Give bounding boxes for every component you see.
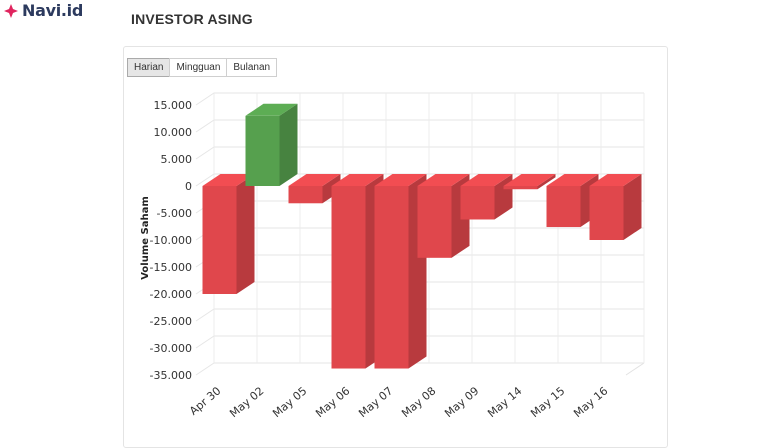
x-tick-label: May 16 bbox=[571, 384, 610, 420]
y-tick-label: -5.000 bbox=[157, 207, 192, 220]
bar-side bbox=[623, 174, 642, 240]
bar-top bbox=[245, 103, 298, 116]
bar[interactable] bbox=[374, 174, 427, 369]
page-title: INVESTOR ASING bbox=[131, 11, 253, 27]
bar-front bbox=[503, 186, 538, 190]
investor-bar-chart: 15.000 10.000 5.000 0 -5.000 -10.000 -15.000 -2… bbox=[140, 92, 645, 420]
bar-top bbox=[331, 174, 384, 186]
y-tick-label: -35.000 bbox=[150, 369, 192, 382]
gridline bbox=[195, 362, 644, 376]
bar-front bbox=[202, 186, 237, 294]
bar-top bbox=[417, 174, 470, 186]
axis-depth-line bbox=[625, 362, 645, 376]
y-tick-label: 5.000 bbox=[161, 153, 193, 166]
bar-front bbox=[546, 186, 581, 228]
period-tabs: Harian Mingguan Bulanan bbox=[127, 58, 278, 77]
y-axis-label: Volume Saham bbox=[140, 196, 151, 280]
x-tick-label: May 09 bbox=[442, 384, 481, 420]
bar-top bbox=[202, 174, 255, 186]
bar-top bbox=[460, 174, 513, 186]
bar-front bbox=[374, 186, 409, 369]
bar-front bbox=[245, 115, 280, 186]
y-tick-label: 15.000 bbox=[154, 99, 193, 112]
diamond-sparkle-icon bbox=[4, 3, 18, 18]
bar-side bbox=[537, 174, 556, 190]
y-tick-label: -20.000 bbox=[150, 288, 192, 301]
bar-front bbox=[331, 186, 366, 369]
brand-logo[interactable]: Navi.id bbox=[4, 1, 83, 20]
y-axis-ticks: 15.000 10.000 5.000 0 -5.000 -10.000 -15.000 -2… bbox=[150, 99, 192, 382]
brand-name: Navi.id bbox=[22, 1, 84, 20]
bar-side bbox=[279, 103, 298, 186]
x-tick-label: May 02 bbox=[227, 384, 266, 420]
y-tick-label: 0 bbox=[185, 180, 192, 193]
x-tick-label: May 14 bbox=[485, 384, 524, 420]
bar-top bbox=[374, 174, 427, 186]
bar-front bbox=[589, 186, 624, 240]
bar-front bbox=[460, 186, 495, 220]
bar[interactable] bbox=[202, 174, 255, 294]
bar-top bbox=[546, 174, 599, 186]
x-tick-label: Apr 30 bbox=[187, 384, 223, 417]
y-tick-label: -30.000 bbox=[150, 342, 192, 355]
x-tick-label: May 07 bbox=[356, 384, 395, 420]
gridline bbox=[195, 92, 644, 106]
bar[interactable] bbox=[503, 174, 556, 190]
bar-front bbox=[417, 186, 452, 258]
y-tick-label: -15.000 bbox=[150, 261, 192, 274]
x-tick-label: May 08 bbox=[399, 384, 438, 420]
y-tick-label: -25.000 bbox=[150, 315, 192, 328]
bar-top bbox=[503, 174, 556, 186]
x-tick-label: May 06 bbox=[313, 384, 352, 420]
y-tick-label: -10.000 bbox=[150, 234, 192, 247]
y-tick-label: 10.000 bbox=[154, 126, 193, 139]
bar-top bbox=[288, 174, 341, 186]
bar[interactable] bbox=[245, 103, 298, 186]
bar-side bbox=[236, 174, 255, 294]
bar[interactable] bbox=[460, 174, 513, 220]
x-tick-label: May 05 bbox=[270, 384, 309, 420]
bar-series bbox=[202, 103, 642, 369]
bar[interactable] bbox=[589, 174, 642, 240]
x-tick-label: May 15 bbox=[528, 384, 567, 420]
x-axis-ticks: Apr 30 May 02 May 05 May 06 May 07 May 08 May … bbox=[187, 384, 610, 420]
bar-front bbox=[288, 186, 323, 204]
bar-top bbox=[589, 174, 642, 186]
tab-bulanan[interactable]: Bulanan bbox=[226, 58, 278, 77]
